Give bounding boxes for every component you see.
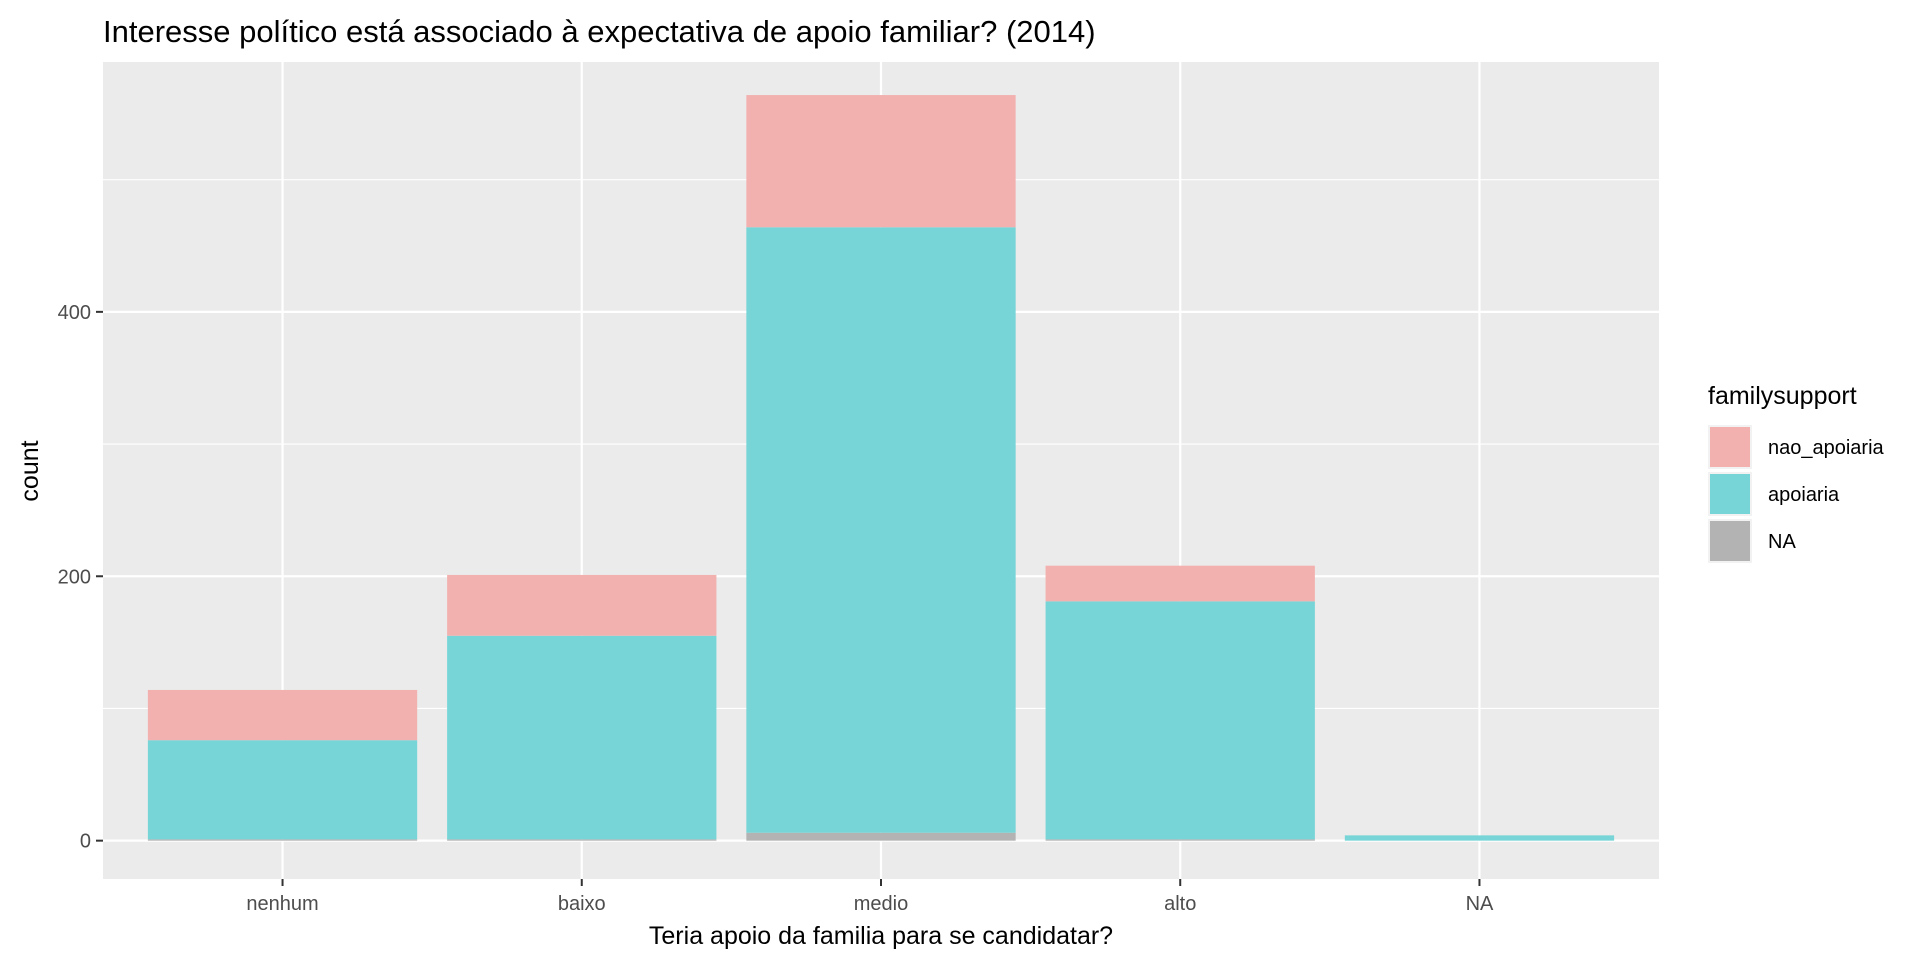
chart-title: Interesse político está associado à expe… [103, 14, 1096, 49]
bar-nenhum-apoiaria [147, 740, 418, 840]
x-tick-label-2: medio [854, 893, 908, 915]
legend-title: familysupport [1708, 382, 1857, 410]
y-tick-label-2: 400 [58, 302, 91, 324]
x-tick-label-0: nenhum [246, 893, 318, 915]
legend-key-NA [1710, 521, 1750, 561]
x-axis-title: Teria apoio da familia para se candidata… [649, 922, 1113, 950]
legend-label-apoiaria: apoiaria [1768, 484, 1840, 506]
bar-nenhum-NA [147, 839, 418, 841]
bar-alto-apoiaria [1045, 601, 1315, 840]
y-axis: 0 200 400 [58, 302, 103, 853]
bar-medio-nao_apoiaria [746, 95, 1016, 228]
bar-medio-NA [746, 832, 1016, 841]
y-tick-label-0: 0 [80, 831, 91, 853]
y-axis-title: count [16, 440, 44, 501]
bars [147, 95, 1615, 841]
bar-medio-apoiaria [746, 227, 1016, 833]
bar-baixo-nao_apoiaria [447, 574, 717, 636]
bar-baixo-apoiaria [447, 635, 717, 840]
bar-alto-NA [1045, 839, 1315, 841]
y-tick-label-1: 200 [58, 566, 91, 588]
legend-key-apoiaria [1710, 474, 1750, 514]
x-tick-label-3: alto [1164, 893, 1196, 915]
bar-NA-apoiaria [1344, 835, 1615, 841]
bar-nenhum-nao_apoiaria [147, 689, 418, 741]
bar-alto-nao_apoiaria [1045, 565, 1315, 602]
bar-baixo-NA [447, 839, 717, 841]
x-tick-label-1: baixo [558, 893, 606, 915]
x-tick-label-4: NA [1466, 893, 1494, 915]
legend: familysupport nao_apoiaria apoiaria NA [1708, 382, 1885, 563]
legend-key-nao_apoiaria [1710, 427, 1750, 467]
legend-label-NA: NA [1768, 531, 1796, 553]
x-axis: nenhum baixo medio alto NA [246, 879, 1494, 915]
legend-label-nao_apoiaria: nao_apoiaria [1768, 437, 1885, 459]
